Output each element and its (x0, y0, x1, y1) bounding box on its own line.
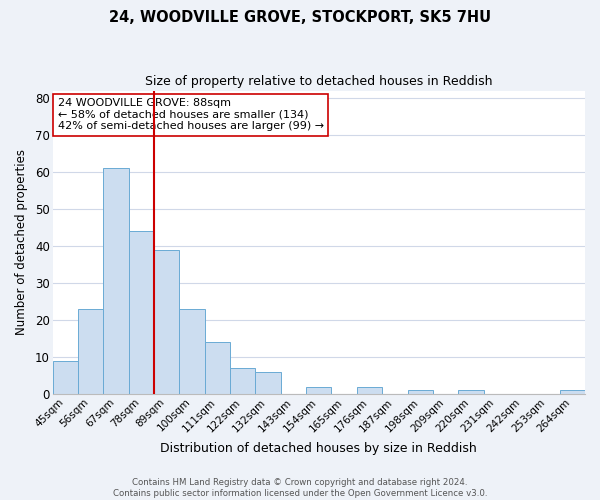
Bar (128, 231, 154, 394)
Bar (103, 168, 128, 394)
Bar (256, 372, 281, 394)
Bar (357, 386, 382, 394)
Bar (560, 390, 585, 394)
Bar (230, 368, 256, 394)
Bar (78, 309, 103, 394)
Text: 24, WOODVILLE GROVE, STOCKPORT, SK5 7HU: 24, WOODVILLE GROVE, STOCKPORT, SK5 7HU (109, 10, 491, 25)
Bar (458, 390, 484, 394)
Bar (179, 309, 205, 394)
Y-axis label: Number of detached properties: Number of detached properties (15, 150, 28, 336)
Bar (53, 360, 78, 394)
Bar (306, 386, 331, 394)
Text: 24 WOODVILLE GROVE: 88sqm
← 58% of detached houses are smaller (134)
42% of semi: 24 WOODVILLE GROVE: 88sqm ← 58% of detac… (58, 98, 324, 132)
Text: Contains HM Land Registry data © Crown copyright and database right 2024.
Contai: Contains HM Land Registry data © Crown c… (113, 478, 487, 498)
Bar (154, 250, 179, 394)
Bar (407, 390, 433, 394)
X-axis label: Distribution of detached houses by size in Reddish: Distribution of detached houses by size … (160, 442, 477, 455)
Title: Size of property relative to detached houses in Reddish: Size of property relative to detached ho… (145, 75, 493, 88)
Bar (205, 342, 230, 394)
